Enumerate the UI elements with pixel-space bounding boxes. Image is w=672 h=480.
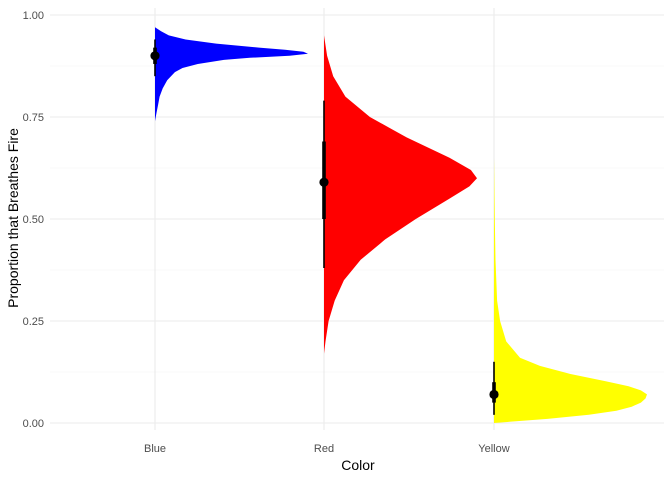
point-estimate-yellow [489,389,499,400]
density-layer [155,27,647,424]
y-tick-label: 1.00 [23,10,44,22]
x-tick-label: Yellow [478,443,509,455]
density-yellow [494,157,647,424]
point-estimate-red [319,177,329,187]
tick-labels: 0.00 0.25 0.50 0.75 1.00 Blue Red Yellow [23,10,510,455]
interval-layer [150,39,499,415]
point-estimate-blue [150,51,160,61]
x-axis-title: Color [341,457,375,473]
x-tick-label: Red [314,443,334,455]
y-tick-label: 0.75 [23,112,44,124]
y-tick-label: 0.50 [23,214,44,226]
y-tick-label: 0.25 [23,316,44,328]
density-red [324,35,477,354]
y-tick-label: 0.00 [23,418,44,430]
density-blue [155,27,308,122]
y-axis-title: Proportion that Breathes Fire [5,128,21,308]
x-tick-label: Blue [144,443,166,455]
